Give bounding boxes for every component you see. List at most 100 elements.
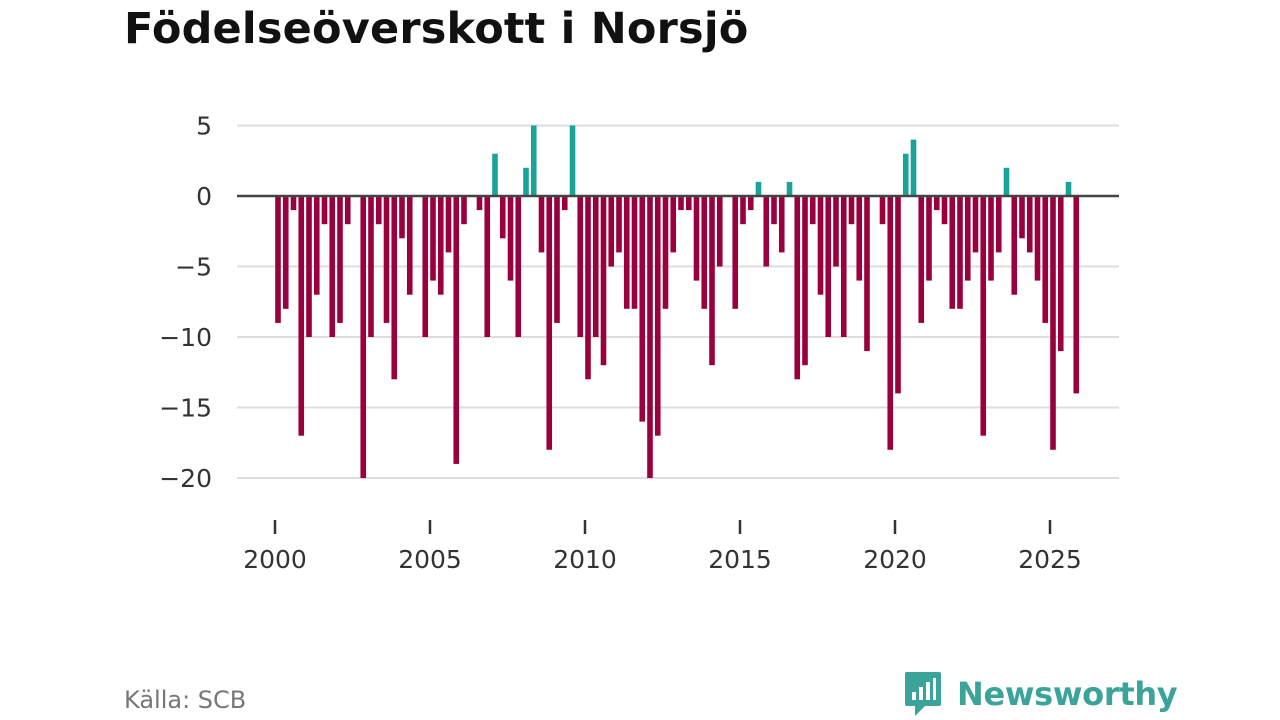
bar <box>515 196 522 337</box>
x-axis: 2000 2005 2010 2015 2020 2025 <box>243 520 1082 574</box>
bar <box>523 167 529 196</box>
bar <box>864 196 870 352</box>
y-tick-label: −10 <box>159 323 212 352</box>
bar <box>476 196 483 211</box>
x-tick-label: 2000 <box>243 545 307 574</box>
bar <box>538 196 545 253</box>
bar <box>391 196 398 380</box>
y-tick-label: −20 <box>159 464 212 493</box>
bar <box>747 196 754 211</box>
bar <box>1026 196 1033 253</box>
bar <box>1034 196 1041 281</box>
bars <box>275 125 1080 478</box>
bar <box>693 196 700 281</box>
bar <box>337 196 343 323</box>
bar <box>507 196 514 281</box>
bar <box>918 196 925 323</box>
bar <box>771 196 777 225</box>
bar <box>949 196 956 309</box>
bar <box>344 196 351 225</box>
bar <box>957 196 963 309</box>
bar <box>422 196 429 337</box>
y-tick-label: 0 <box>196 182 212 211</box>
bar <box>840 196 847 337</box>
bar <box>631 196 638 309</box>
bar <box>445 196 452 253</box>
bar <box>492 153 498 196</box>
bar <box>879 196 886 225</box>
bar <box>484 196 491 337</box>
bar <box>895 196 901 394</box>
bar <box>383 196 390 323</box>
bar <box>972 196 979 253</box>
bar <box>988 196 994 281</box>
bar <box>662 196 669 309</box>
bar <box>569 125 576 196</box>
bar <box>275 196 281 323</box>
newsworthy-logo-icon <box>905 672 941 716</box>
bar <box>1073 196 1080 394</box>
x-tick-label: 2020 <box>863 545 927 574</box>
bar <box>554 196 560 323</box>
bar <box>755 181 762 196</box>
bar <box>778 196 785 253</box>
bar <box>530 125 537 196</box>
source-note: Källa: SCB <box>124 686 247 714</box>
bar <box>678 196 684 211</box>
bar <box>600 196 607 366</box>
bar <box>817 196 824 295</box>
bar <box>732 196 739 309</box>
y-axis: 5 0 −5 −10 −15 −20 <box>159 112 212 494</box>
bar <box>887 196 894 450</box>
bar <box>995 196 1002 253</box>
bar <box>623 196 630 309</box>
bar-chart: 5 0 −5 −10 −15 −20 2000 2005 2010 2015 2020 2025 <box>159 112 1119 574</box>
bar <box>654 196 661 436</box>
bar <box>499 196 506 239</box>
bar <box>786 181 793 196</box>
bar <box>313 196 320 295</box>
bar <box>592 196 599 337</box>
bar <box>941 196 948 225</box>
bar <box>933 196 940 211</box>
bar <box>685 196 692 211</box>
y-tick-label: −5 <box>175 253 212 282</box>
bar <box>375 196 382 225</box>
bar <box>647 196 653 478</box>
bar <box>1003 167 1010 196</box>
x-tick-label: 2010 <box>553 545 617 574</box>
bar <box>802 196 808 366</box>
bar <box>910 139 917 196</box>
bar <box>290 196 297 211</box>
bar <box>670 196 677 253</box>
bar <box>1065 181 1072 196</box>
bar <box>329 196 336 337</box>
bar <box>616 196 622 253</box>
bar <box>561 196 568 211</box>
brand-name: Newsworthy <box>957 675 1178 713</box>
x-tick-label: 2025 <box>1018 545 1082 574</box>
bar <box>1042 196 1049 323</box>
bar <box>577 196 584 337</box>
x-tick-label: 2005 <box>398 545 462 574</box>
bar <box>825 196 832 337</box>
bar <box>848 196 855 225</box>
bar <box>453 196 460 464</box>
bar <box>461 196 467 225</box>
bar <box>306 196 312 337</box>
x-tick-label: 2015 <box>708 545 772 574</box>
brand-logo[interactable]: Newsworthy <box>903 670 1178 718</box>
chart-title: Födelseöverskott i Norsjö <box>124 4 749 54</box>
bar <box>546 196 553 450</box>
y-tick-label: 5 <box>196 112 212 141</box>
bar <box>964 196 971 281</box>
y-tick-label: −15 <box>159 394 212 423</box>
bar <box>833 196 839 267</box>
bar <box>360 196 367 478</box>
bar <box>716 196 723 267</box>
bar <box>794 196 801 380</box>
bar <box>1011 196 1018 295</box>
bar <box>437 196 444 295</box>
bar <box>406 196 413 295</box>
bar <box>282 196 289 309</box>
